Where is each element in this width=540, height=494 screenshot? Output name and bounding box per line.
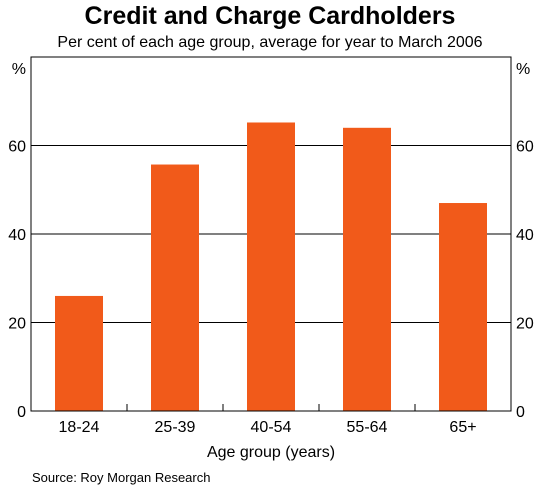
bar-18-24 [55,295,103,411]
x-tick-label: 40-54 [251,419,292,436]
y-tick-label-left: 20 [8,316,26,333]
y-tick-label-right: 20 [516,316,534,333]
y-tick-label-right: 60 [516,139,534,156]
source-note: Source: Roy Morgan Research [32,470,211,485]
x-tick-label: 55-64 [347,419,388,436]
bar-40-54 [247,122,295,412]
y-tick-label-right: 40 [516,227,534,244]
bar-65+ [439,203,487,411]
chart-subtitle: Per cent of each age group, average for … [57,34,483,51]
y-tick-label-right: 0 [516,404,525,421]
y-tick-label-left: 60 [8,139,26,156]
bars [55,122,487,412]
tick-labels: 0 0 20 20 40 40 60 60 18-24 25-39 40-54 55-64 65+ [8,139,534,437]
y-axis-unit-right: % [516,61,530,78]
x-axis-title: Age group (years) [207,444,335,461]
y-axis-unit-left: % [12,61,26,78]
x-tick-label: 25-39 [155,419,196,436]
bar-55-64 [343,127,391,412]
bar-25-39 [151,164,199,411]
y-tick-label-left: 0 [17,404,26,421]
chart-title: Credit and Charge Cardholders [84,2,456,30]
x-tick-label: 65+ [449,419,476,436]
plot-frame [30,56,512,412]
ticks [126,404,416,411]
x-tick-label: 18-24 [59,419,100,436]
y-tick-label-left: 40 [8,227,26,244]
